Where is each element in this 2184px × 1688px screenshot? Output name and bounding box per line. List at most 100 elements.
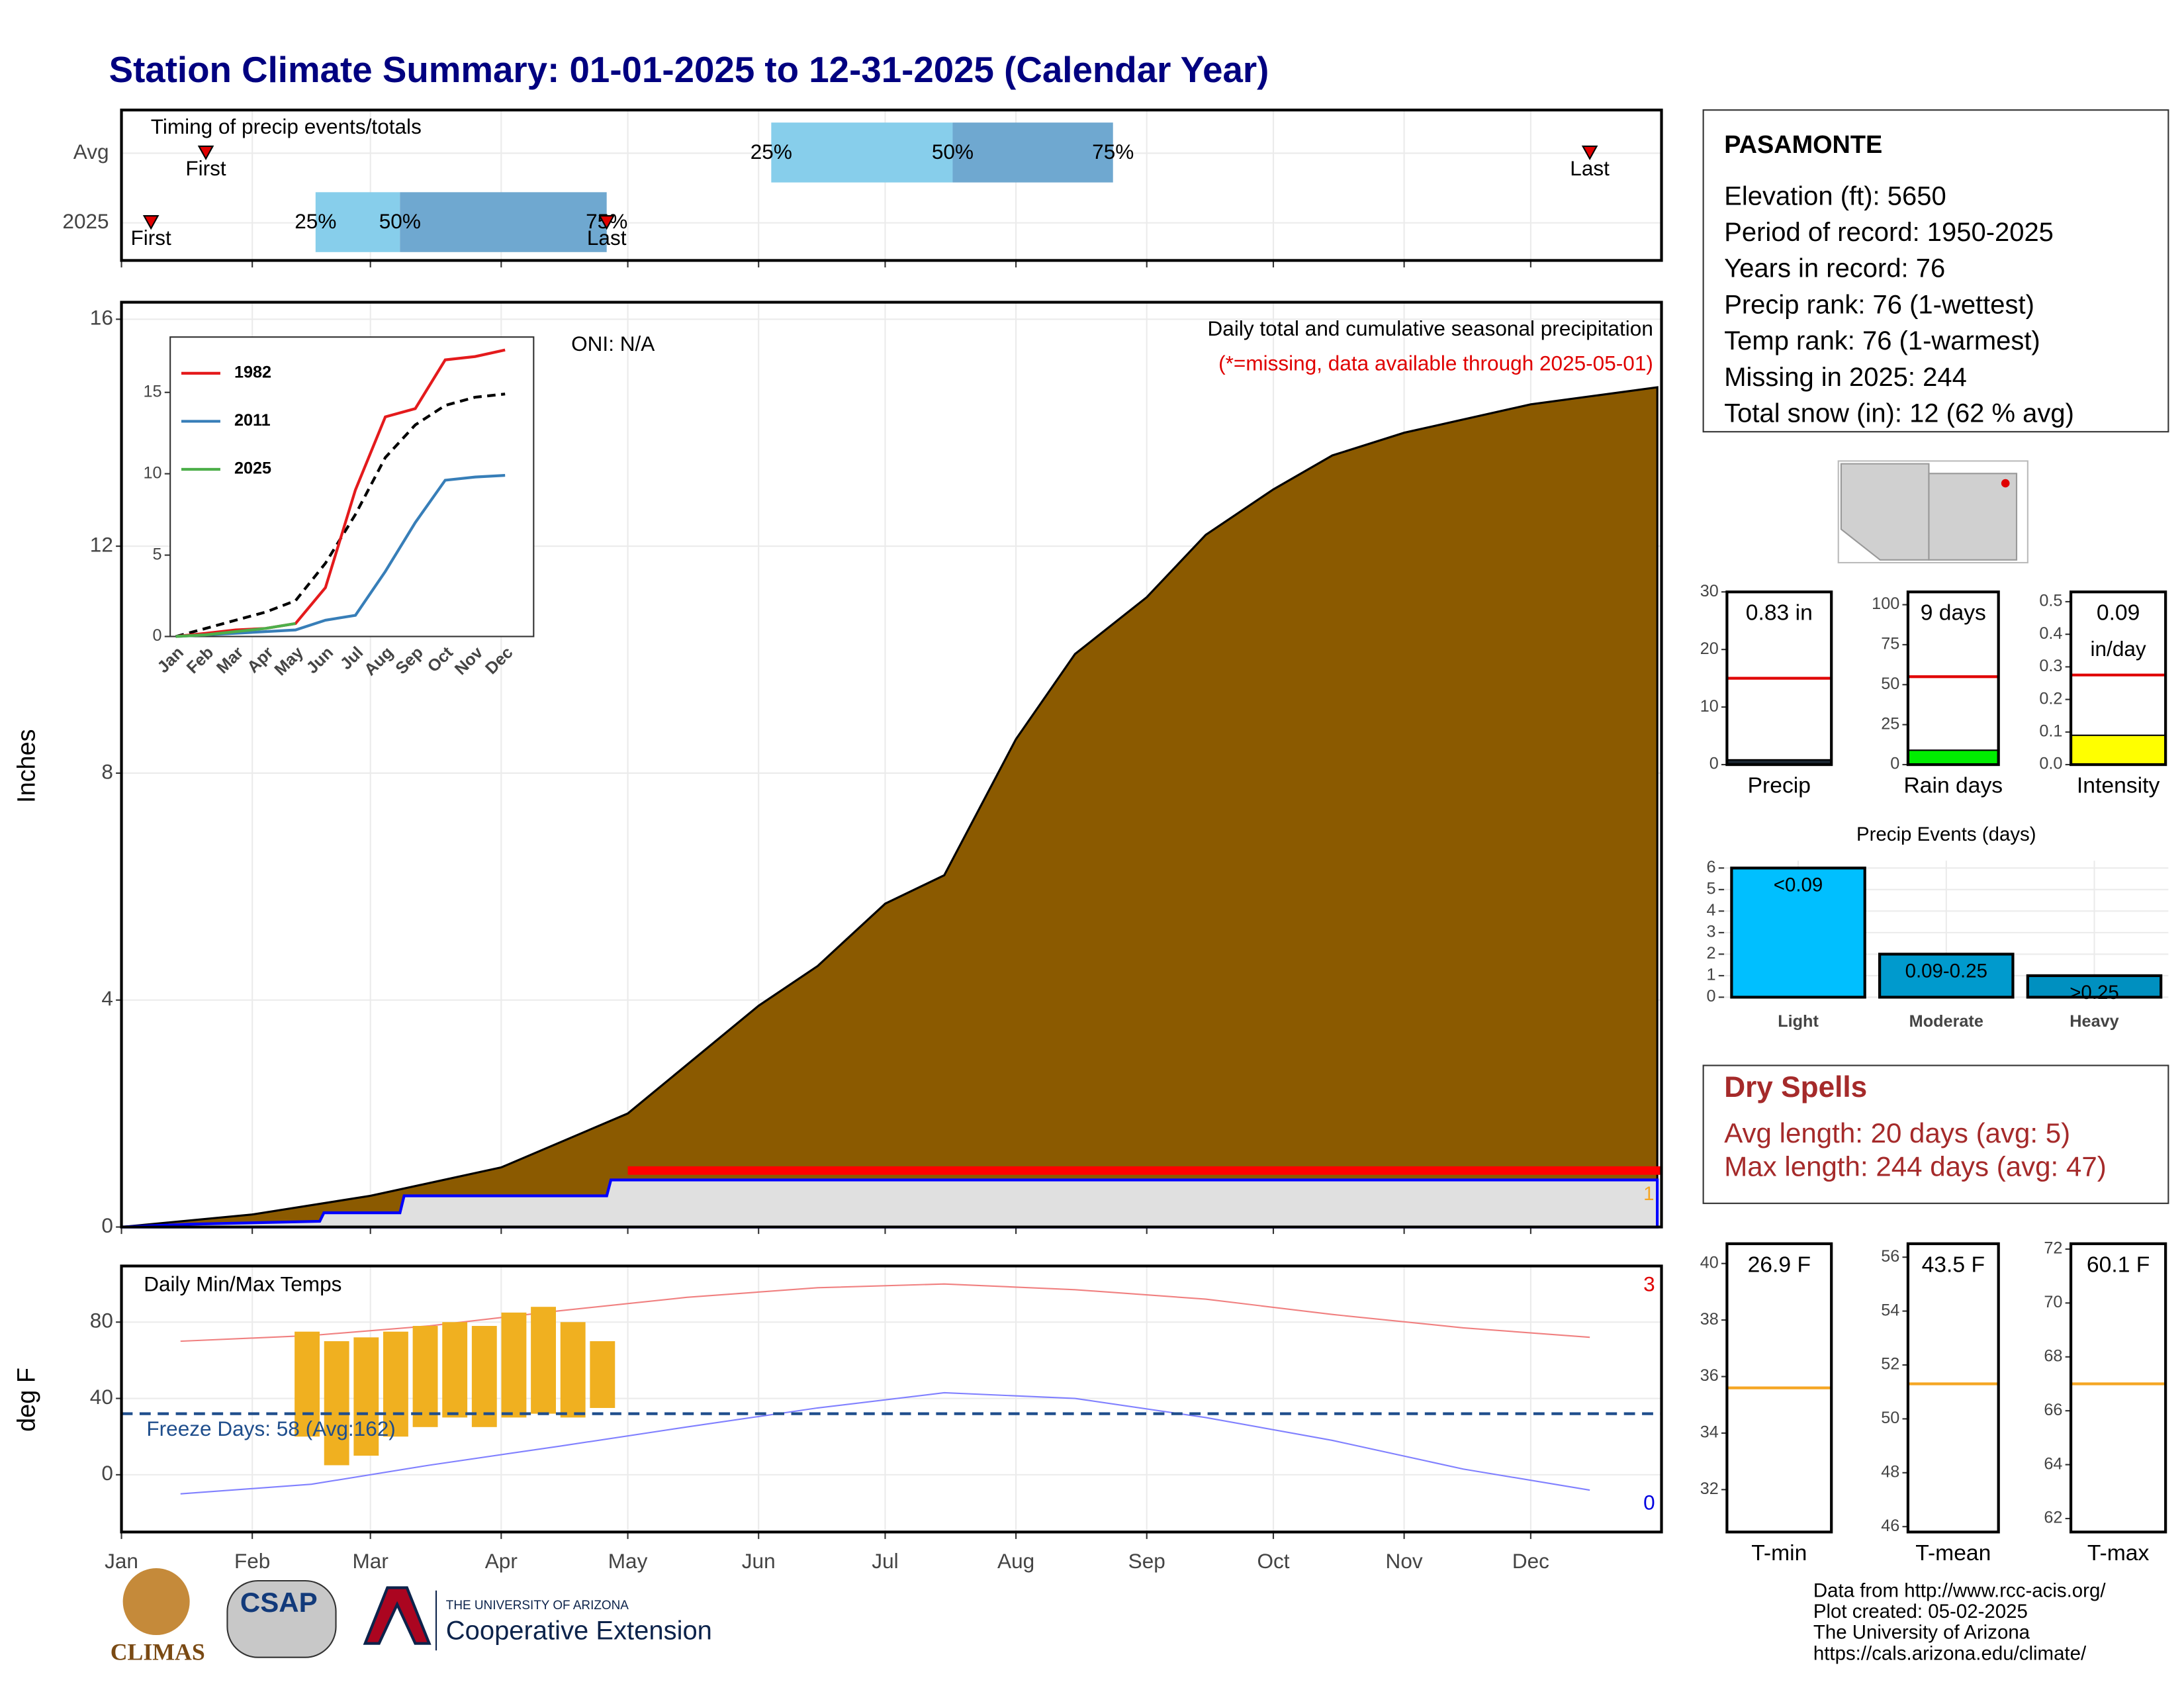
y-tick-label: 20 [1700,639,1719,658]
y-tick-label: 62 [2044,1509,2062,1527]
y-tick-label: 0.2 [2039,689,2062,708]
x-tick-label: May [608,1549,648,1573]
marker-label: First [185,156,226,180]
y-tick-label: 30 [1700,582,1719,600]
y-tick-label: 64 [2044,1454,2062,1473]
x-tick-label: Feb [234,1549,270,1573]
temp-title: Daily Min/Max Temps [144,1272,341,1295]
gauge-frame [1906,1242,2000,1534]
y-tick-label: 54 [1881,1301,1899,1319]
y-tick-label: 56 [1881,1247,1899,1266]
gauge-frame [1906,590,2000,767]
csap-icon [226,1579,337,1658]
y-tick-label: 0.1 [2039,722,2062,741]
y-tick-label: 36 [1700,1366,1719,1385]
temp-range-bar [383,1331,408,1437]
y-tick-label: 72 [2044,1239,2062,1258]
gauge-frame [1725,590,1833,767]
gauge-bar [1907,749,1999,766]
map [1837,460,2028,564]
footer-line: Data from http://www.rcc-acis.org/ [1813,1580,2106,1602]
y-tick-label: 50 [1881,675,1899,693]
quantile-label: 50% [379,209,421,233]
dry-spells-box [1702,1064,2169,1204]
avg-max-line [180,1283,1590,1342]
x-tick-label: Oct [1257,1549,1289,1573]
x-tick-label: Jan [105,1549,138,1573]
station-line: Years in record: 76 [1724,254,1945,283]
freeze-label: Freeze Days: 58 (Avg:162) [146,1417,395,1440]
low-count: 0 [1643,1491,1655,1515]
y-tick-label: 70 [2044,1293,2062,1311]
quantile-label: 75% [1092,140,1134,164]
station-line: Period of record: 1950-2025 [1724,218,2054,247]
y-tick-label: 2 [1707,944,1716,962]
gauge-title: T-min [1751,1541,1807,1566]
gauge-frame [1725,1242,1833,1534]
station-line: Total snow (in): 12 (62 % avg) [1724,399,2074,428]
legend-label: 2025 [234,459,271,478]
y-tick-label: 5 [153,545,162,563]
y-tick-label: 0.0 [2039,755,2062,773]
y-tick-label: 1 [1707,966,1716,984]
event-marker [197,145,214,161]
y-tick-label: 25 [1881,714,1899,733]
y-tick-label: 10 [143,463,161,482]
x-tick-label: Sep [1128,1549,1165,1573]
bar-value-label: >0.25 [2070,982,2119,1004]
dry-spells-line: Max length: 244 days (avg: 47) [1724,1150,2107,1182]
gauge-value-label: 60.1 F [2087,1252,2150,1277]
y-tick-label: 0.4 [2039,624,2062,643]
x-tick-label: Mar [353,1549,388,1573]
y-tick-label: 52 [1881,1355,1899,1374]
x-tick-label: Moderate [1909,1012,1983,1031]
y-tick-label: 4 [1707,901,1716,919]
y-tick-label: 5 [1707,879,1716,898]
quantile-label: 25% [751,140,792,164]
inset-line [175,622,296,638]
station-box [1702,109,2169,433]
climas-logo: CLIMAS [111,1639,205,1665]
y-tick-label: 100 [1872,594,1899,613]
university-name: THE UNIVERSITY OF ARIZONA [446,1599,629,1613]
temp-range-bar [324,1341,349,1466]
gauge-frame [2069,590,2167,767]
quantile-band [315,192,400,252]
temp-range-bar [412,1326,438,1427]
legend-label: 2011 [234,411,271,430]
y-tick-label: 32 [1700,1479,1719,1498]
count-label: 1 [1643,1183,1654,1205]
timing-frame [120,109,1663,262]
marker-label: Last [587,226,627,250]
main-frame [120,301,1663,1229]
legend-label: 1982 [234,363,271,382]
y-tick-label: 6 [1707,858,1716,876]
events-title: Precip Events (days) [1856,823,2036,845]
y-tick-label: 80 [90,1309,113,1333]
x-tick-label: Heavy [2070,1012,2118,1031]
dry-spells-line: Avg length: 20 days (avg: 5) [1724,1117,2070,1149]
temp-range-bar [295,1331,320,1437]
bar-value-label: 0.09-0.25 [1905,961,1987,982]
y-tick-label: 12 [90,532,113,556]
inset-line [175,348,506,638]
y-tick-label: 0 [101,1461,113,1485]
y-tick-label: 50 [1881,1409,1899,1427]
gauge-value-label: 43.5 F [1922,1252,1985,1277]
oni-label: ONI: N/A [571,332,655,355]
quantile-band [771,122,953,183]
station-name: PASAMONTE [1724,131,1882,159]
y-tick-label: 68 [2044,1346,2062,1365]
gauge-title: Rain days [1903,774,2003,798]
footer-line: https://cals.arizona.edu/climate/ [1813,1642,2087,1664]
event-bar [1730,867,1866,999]
gauge-value-label: 0.09 [2097,601,2140,626]
y-tick-label: 10 [1700,697,1719,716]
x-tick-label: Nov [1386,1549,1423,1573]
station-line: Temp rank: 76 (1-warmest) [1724,326,2040,355]
gauge-value-label: 0.83 in [1746,601,1813,626]
y-tick-label: 8 [101,759,113,783]
station-dot [2001,479,2010,488]
y-tick-label: 3 [1707,923,1716,941]
